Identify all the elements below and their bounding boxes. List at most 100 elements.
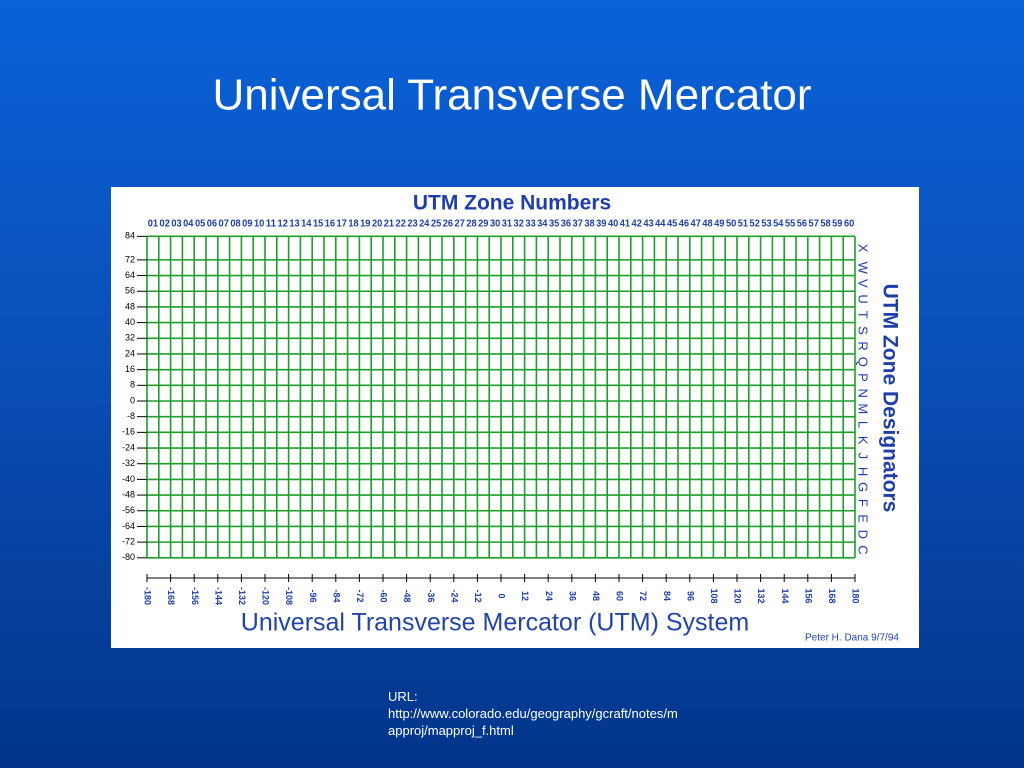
latitude-label: -16 [122, 427, 135, 437]
zone-number: 19 [360, 219, 371, 230]
longitude-label: 168 [827, 588, 837, 603]
zone-designator: F [856, 499, 871, 507]
latitude-label: 64 [125, 270, 135, 280]
zone-designator: T [856, 311, 871, 319]
zone-number: 47 [691, 219, 702, 230]
figure-caption: Universal Transverse Mercator (UTM) Syst… [241, 609, 749, 637]
zone-number: 08 [230, 219, 241, 230]
zone-number: 33 [525, 219, 536, 230]
longitude-label: 96 [685, 591, 695, 601]
longitude-label: 84 [662, 591, 672, 601]
zone-number: 09 [242, 219, 253, 230]
zone-number: 07 [219, 219, 230, 230]
latitude-label: -72 [122, 536, 135, 546]
longitude-label: 180 [851, 588, 861, 603]
zone-number: 60 [844, 219, 855, 230]
zone-number: 40 [608, 219, 619, 230]
zone-designator: R [856, 341, 871, 350]
zone-designator: V [856, 279, 871, 288]
longitude-label: -72 [355, 589, 365, 602]
zone-number: 52 [750, 219, 761, 230]
longitude-label: 132 [756, 588, 766, 603]
url-text: http://www.colorado.edu/geography/gcraft… [388, 706, 678, 738]
zone-designator: P [856, 373, 871, 382]
longitude-label: 72 [638, 591, 648, 601]
longitude-label: 36 [567, 591, 577, 601]
zone-number: 36 [561, 219, 572, 230]
zone-number: 39 [596, 219, 607, 230]
zone-number: 54 [773, 219, 784, 230]
longitude-label: 108 [709, 588, 719, 603]
zone-designator: K [856, 436, 871, 445]
zone-designator: S [856, 326, 871, 335]
zone-number: 10 [254, 219, 265, 230]
latitude-label: 32 [125, 333, 135, 343]
zone-designator: G [856, 482, 871, 492]
latitude-label: -32 [122, 458, 135, 468]
longitude-label: 48 [591, 591, 601, 601]
longitude-label: 120 [733, 588, 743, 603]
zone-number: 17 [337, 219, 348, 230]
longitude-label: -168 [166, 587, 176, 605]
longitude-label: -144 [213, 587, 223, 605]
longitude-label: 12 [520, 591, 530, 601]
zone-number: 03 [171, 219, 182, 230]
latitude-label: 84 [125, 231, 135, 241]
zone-number: 43 [643, 219, 654, 230]
latitude-label: 56 [125, 286, 135, 296]
zone-number: 18 [348, 219, 359, 230]
latitude-label: -80 [122, 552, 135, 562]
zone-number: 51 [738, 219, 749, 230]
zone-number: 01 [148, 219, 159, 230]
zone-designator: L [856, 421, 871, 428]
figure-credit: Peter H. Dana 9/7/94 [805, 633, 899, 644]
zone-number: 31 [502, 219, 513, 230]
zone-designator: Q [856, 357, 871, 367]
latitude-label: 40 [125, 317, 135, 327]
zone-number: 44 [655, 219, 666, 230]
url-label: URL: [388, 689, 418, 704]
latitude-label: 24 [125, 348, 135, 358]
zone-number: 25 [431, 219, 442, 230]
latitude-label: 48 [125, 301, 135, 311]
longitude-label: -132 [237, 587, 247, 605]
url-note: URL: http://www.colorado.edu/geography/g… [388, 688, 680, 739]
longitude-label: -36 [426, 589, 436, 602]
zone-number: 11 [266, 219, 277, 230]
longitude-label: 156 [803, 588, 813, 603]
zone-number: 24 [419, 219, 430, 230]
zone-designator: H [856, 467, 871, 476]
zone-number: 30 [490, 219, 501, 230]
zone-number: 38 [584, 219, 595, 230]
zone-number: 45 [667, 219, 678, 230]
latitude-label: -24 [122, 442, 135, 452]
zone-number: 21 [384, 219, 395, 230]
zone-number: 06 [207, 219, 218, 230]
zone-designator: W [856, 262, 871, 275]
zone-designator: X [856, 244, 871, 253]
latitude-label: 0 [130, 395, 135, 405]
map-grid [146, 235, 856, 559]
longitude-label: -180 [143, 587, 153, 605]
zone-number: 57 [809, 219, 820, 230]
zone-designator: C [856, 545, 871, 554]
zone-number: 27 [455, 219, 466, 230]
zone-designator: N [856, 388, 871, 397]
slide-title: Universal Transverse Mercator [212, 71, 811, 120]
zone-number: 34 [537, 219, 548, 230]
zone-number: 13 [289, 219, 300, 230]
longitude-label: -156 [190, 587, 200, 605]
longitude-label: -12 [473, 589, 483, 602]
longitude-label: 0 [497, 593, 507, 598]
zone-number: 28 [466, 219, 477, 230]
figure-background [111, 187, 919, 648]
zone-number: 02 [160, 219, 171, 230]
zone-number: 22 [396, 219, 407, 230]
zone-number: 46 [679, 219, 690, 230]
latitude-label: 72 [125, 254, 135, 264]
longitude-label: 24 [544, 591, 554, 601]
zone-number: 41 [620, 219, 631, 230]
designators-title: UTM Zone Designators [878, 284, 901, 513]
